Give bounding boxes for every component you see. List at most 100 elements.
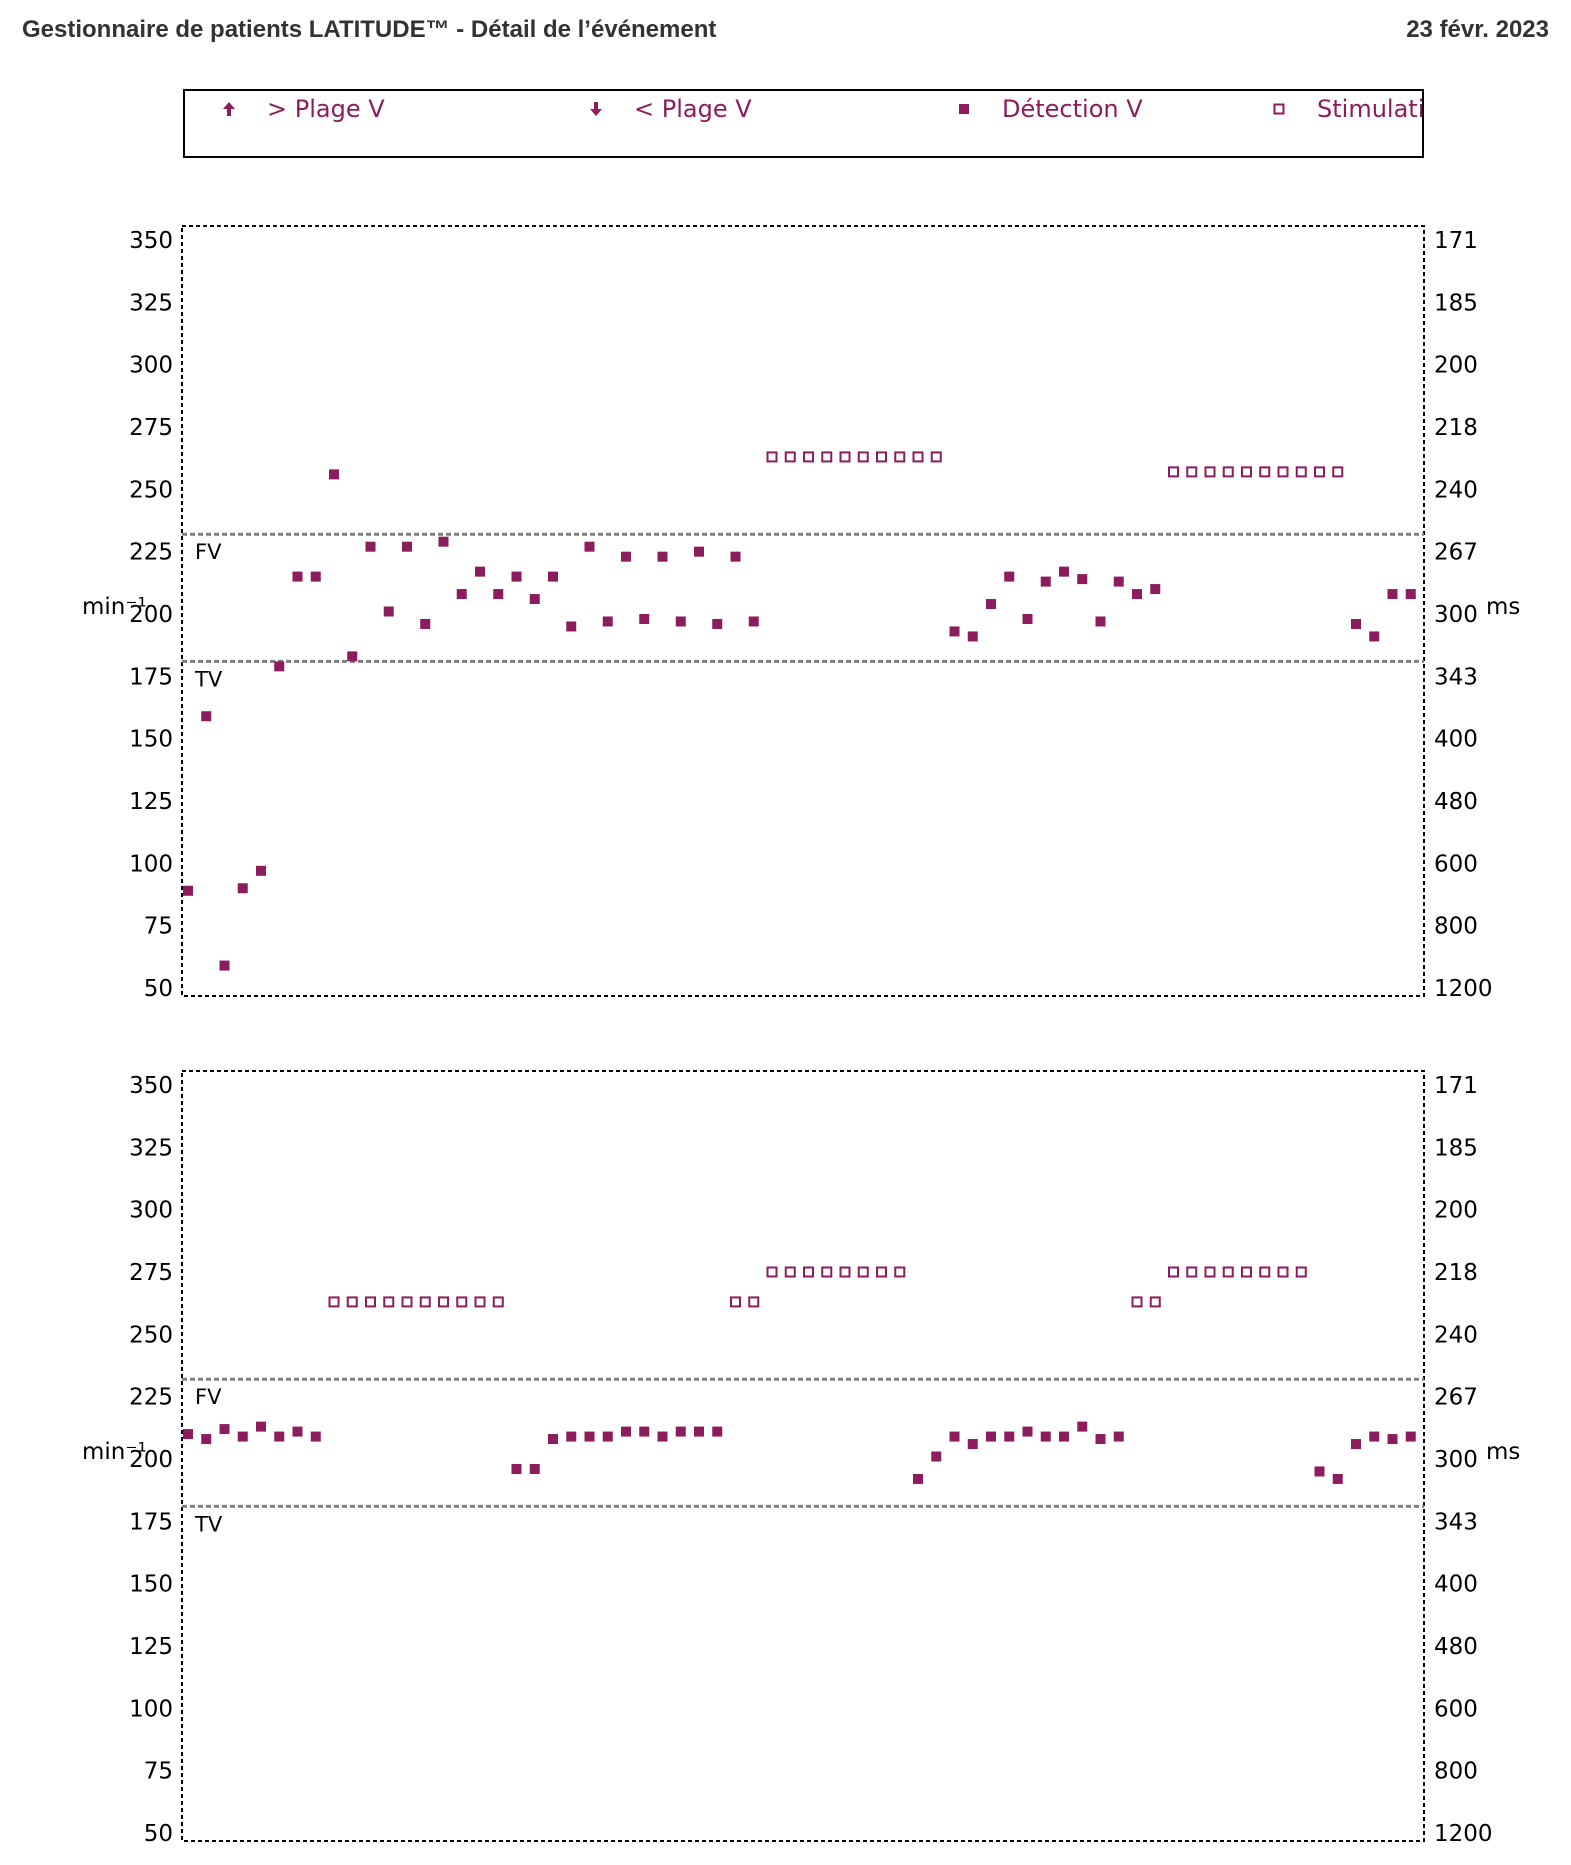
sensed-beat-marker [292,571,303,582]
sensed-beat-marker [183,885,193,896]
y-tick-label-left: 50 [144,1821,173,1847]
paced-beat-marker [1168,466,1179,478]
sensed-beat-marker [639,1426,650,1437]
y-tick-label-left: 325 [129,1135,173,1161]
sensed-beat-marker [639,613,650,624]
legend-label-above-range: > Plage V [267,95,385,123]
y-tick-label-left: 175 [129,1509,173,1535]
paced-beat-marker [1186,1266,1198,1278]
sensed-beat-marker [310,1431,321,1442]
paced-beat-marker [456,1296,468,1308]
sensed-beat-marker [1369,1431,1380,1442]
paced-beat-marker [1314,466,1325,478]
report-date: 23 févr. 2023 [1406,16,1549,43]
paced-beat-marker [839,1266,851,1278]
paced-beat-marker [1222,466,1234,478]
paced-beat-marker [876,1266,887,1278]
y-tick-label-left: 225 [129,1385,173,1411]
sensed-beat-marker [1132,589,1142,600]
sensed-beat-marker [1113,1431,1124,1442]
sensed-beat-marker [365,541,376,552]
sensed-beat-marker [967,631,978,642]
sensed-beat-marker [219,960,230,971]
y-tick-label-right: 185 [1434,290,1478,316]
y-tick-label-right: 343 [1434,1509,1478,1535]
paced-beat-marker [365,1296,376,1308]
paced-beat-marker [1295,466,1307,478]
sensed-beat-marker [274,661,285,672]
paced-beat-marker [748,1296,760,1308]
sensed-beat-marker [748,616,759,627]
y-tick-label-right: 1200 [1434,1821,1493,1847]
paced-beat-marker [1295,1266,1307,1278]
paced-beat-marker [1149,1296,1161,1308]
paced-beat-marker [766,1266,778,1278]
y-tick-label-left: 175 [129,664,173,690]
paced-beat-marker [492,1296,504,1308]
paced-beat-marker [894,1266,906,1278]
paced-beat-marker [1241,466,1252,478]
plot-frame [181,225,1425,997]
y-tick-label-left: 350 [129,1073,173,1099]
sensed-beat-marker [201,1434,212,1445]
paced-beat-marker [1204,466,1216,478]
y-tick-label-left: 125 [129,1634,173,1660]
sensed-beat-marker [657,1431,668,1442]
sensed-beat-marker [621,551,631,562]
sensed-beat-marker [402,541,412,552]
paced-beat-marker [1168,1266,1179,1278]
sensed-beat-marker [1059,566,1069,577]
sensed-beat-marker [1369,631,1380,642]
sensed-beat-marker [183,1429,193,1440]
rate-chart-top: 350 171 325 185 300 200 275 218 250 240 225 267 200 3… [82,225,1520,1002]
sensed-beat-marker [256,865,266,876]
y-axis-label-right: ms [1486,1439,1520,1465]
y-tick-label-left: 300 [129,1198,173,1224]
sensed-beat-marker [1351,1439,1361,1450]
paced-beat-marker [1332,466,1344,478]
sensed-beat-marker [475,566,485,577]
y-tick-label-left: 100 [129,851,173,877]
zone-label-tv: TV [194,1512,223,1536]
sensed-beat-marker [292,1426,303,1437]
y-tick-label-left: 150 [129,1572,173,1598]
sensed-beat-marker [347,651,358,662]
paced-beat-marker [784,1266,796,1278]
y-tick-label-right: 400 [1434,1572,1478,1598]
sensed-beat-marker [1004,1431,1015,1442]
paced-beat-marker [784,451,796,463]
paced-beat-marker [730,1296,741,1308]
sensed-beat-marker [931,1451,942,1462]
sensed-beat-marker [529,1463,540,1474]
sensed-beat-marker [511,1463,522,1474]
y-tick-label-left: 150 [129,727,173,753]
y-tick-label-right: 267 [1434,1385,1478,1411]
page-title: Gestionnaire de patients LATITUDE™ - Dét… [22,16,717,43]
paced-beat-marker [1259,466,1271,478]
y-axis-label-right: ms [1486,594,1520,620]
sensed-beat-marker [675,616,686,627]
paced-beat-marker [821,451,833,463]
y-tick-label-right: 400 [1434,727,1478,753]
sensed-beat-marker [256,1421,266,1432]
paced-beat-marker [803,451,814,463]
sensed-beat-marker [1040,576,1051,587]
paced-beat-marker [1241,1266,1252,1278]
arrow-up-icon [223,102,235,116]
paced-beat-marker [803,1266,814,1278]
y-tick-label-left: 50 [144,976,173,1002]
sensed-beat-marker [237,883,248,894]
plot-frame [181,1070,1425,1842]
y-tick-label-right: 218 [1434,1260,1478,1286]
paced-beat-marker [474,1296,486,1308]
sensed-beat-marker [584,541,595,552]
sensed-beat-marker [566,621,577,632]
sensed-beat-marker [329,469,339,480]
y-tick-label-right: 185 [1434,1135,1478,1161]
sensed-beat-marker [548,1434,558,1445]
paced-beat-marker [930,451,942,463]
legend: > Plage V < Plage V Détection V Stimulat… [183,89,1424,158]
sensed-beat-marker [1077,1421,1088,1432]
sensed-beat-marker [949,626,960,637]
sensed-beat-marker [1113,576,1124,587]
